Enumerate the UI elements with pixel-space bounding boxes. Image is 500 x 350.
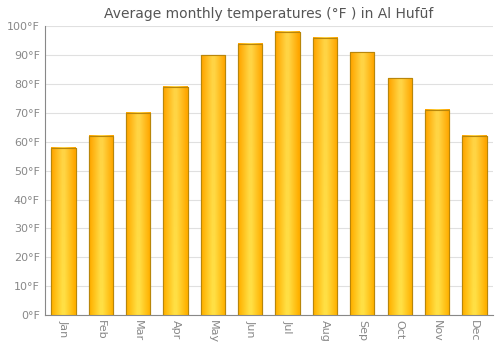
Bar [388,78,412,315]
Bar [238,44,262,315]
Bar [462,136,486,315]
Bar [313,38,337,315]
Bar [126,113,150,315]
Bar [164,87,188,315]
Bar [88,136,113,315]
Bar [51,148,76,315]
Bar [276,32,299,315]
Bar [425,110,449,315]
Bar [200,55,225,315]
Bar [350,52,374,315]
Title: Average monthly temperatures (°F ) in Al Hufūf: Average monthly temperatures (°F ) in Al… [104,7,434,21]
